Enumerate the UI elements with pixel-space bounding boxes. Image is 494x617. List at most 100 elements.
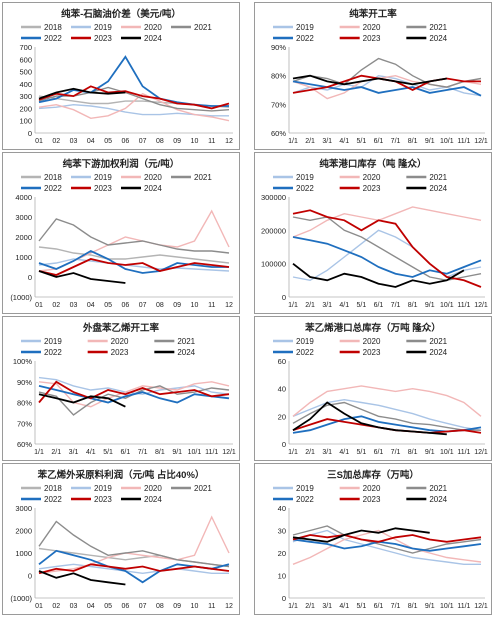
series-line-2021	[292, 401, 481, 431]
legend-label: 2023	[363, 34, 381, 43]
series-line-2023	[292, 534, 482, 543]
x-tick-label: 4/1	[86, 449, 96, 456]
legend-label: 2024	[144, 34, 162, 43]
series-line-2022	[38, 385, 230, 404]
y-tick-label: 40	[278, 385, 286, 394]
x-tick-label: 02	[52, 138, 60, 145]
chart-title: 纯苯下游加权利润（元/吨）	[63, 158, 180, 170]
chart-panel-1: 纯苯-石脑油价差（美元/吨） 2018 2019 2020 2021 2022 2023 20…	[2, 2, 240, 150]
series-line-2020	[38, 92, 230, 122]
y-tick-label: 70%	[17, 419, 32, 428]
x-tick-label: 12/1	[474, 138, 488, 145]
x-tick-label: 10	[191, 603, 199, 610]
legend-label: 2020	[111, 337, 129, 346]
legend-label: 2021	[429, 337, 447, 346]
x-tick-label: 08	[156, 138, 164, 145]
series-line-2019	[292, 398, 482, 431]
legend-label: 2022	[296, 495, 314, 504]
x-tick-label: 04	[87, 138, 95, 145]
series-line-2021	[292, 216, 482, 282]
y-tick-label: 80%	[271, 72, 286, 81]
y-tick-label: 600	[19, 55, 32, 64]
x-tick-label: 10/1	[440, 138, 454, 145]
series-line-2022	[292, 236, 482, 278]
x-tick-label: 03	[70, 138, 78, 145]
x-tick-label: 7/1	[391, 603, 401, 610]
chart-panel-8: 三S加总库存（万吨） 2019 2020 2021 2022 2023 2024 40 30 20…	[254, 463, 492, 615]
series-line-2022	[38, 55, 229, 107]
x-tick-label: 05	[104, 302, 112, 309]
x-tick-label: 10	[191, 302, 199, 309]
x-tick-label: 9/1	[425, 603, 435, 610]
y-tick-label: 0	[282, 440, 286, 449]
series-line-2020	[292, 529, 482, 565]
legend-label: 2023	[94, 184, 112, 193]
legend-label: 2020	[144, 484, 162, 493]
series-line-2018	[38, 246, 230, 264]
chart-title: 苯乙烯港口总库存（万吨 隆众）	[304, 322, 441, 334]
y-tick-label: 60%	[271, 129, 286, 138]
x-tick-label: 11	[208, 302, 215, 309]
series-line-2024	[292, 74, 447, 86]
y-tick-label: 300	[19, 92, 32, 101]
legend-label: 2019	[94, 23, 112, 32]
x-tick-label: 7/1	[391, 138, 401, 145]
series-line-2024	[38, 393, 126, 408]
x-tick-label: 9/1	[425, 449, 435, 456]
x-tick-label: 06	[121, 302, 129, 309]
y-tick-label: 80%	[17, 399, 32, 408]
chart-title: 苯乙烯外采原料利润（元/吨 占比40%）	[37, 469, 205, 481]
x-tick-label: 6/1	[374, 138, 384, 145]
y-tick-label: 700	[19, 43, 32, 52]
x-tick-label: 1/1	[288, 138, 298, 145]
x-tick-label: 09	[173, 603, 181, 610]
legend-label: 2023	[363, 184, 381, 193]
legend-label: 2021	[194, 484, 212, 493]
series-line-2024	[38, 87, 126, 100]
y-tick-label: 400	[19, 80, 32, 89]
legend-label: 2023	[94, 34, 112, 43]
x-tick-label: 12	[225, 138, 233, 145]
x-tick-label: 8/1	[408, 138, 418, 145]
x-tick-label: 08	[156, 603, 164, 610]
x-tick-label: 12/1	[474, 603, 488, 610]
y-tick-label: 200	[19, 104, 32, 113]
y-tick-label: 100%	[13, 357, 33, 366]
series-line-2019	[292, 229, 482, 282]
series-line-2023	[38, 380, 230, 404]
x-tick-label: 11/1	[205, 449, 218, 456]
x-tick-label: 2/1	[305, 138, 315, 145]
chart-svg: 苯乙烯外采原料利润（元/吨 占比40%） 2018 2019 2020 2021 2022…	[10, 469, 233, 610]
x-tick-label: 11/1	[457, 449, 470, 456]
x-tick-label: 7/1	[138, 449, 148, 456]
x-tick-label: 9/1	[425, 302, 435, 309]
x-tick-label: 02	[52, 302, 60, 309]
legend-label: 2022	[44, 184, 62, 193]
legend-label: 2019	[296, 484, 314, 493]
legend-label: 2024	[429, 184, 447, 193]
series-line-2020	[38, 209, 230, 272]
chart-svg: 纯苯下游加权利润（元/吨）2018 2019 2020 2021 2022 2023 202…	[10, 158, 233, 309]
x-tick-label: 12/1	[222, 449, 236, 456]
legend-label: 2021	[194, 173, 212, 182]
x-tick-label: 06	[121, 138, 129, 145]
series-line-2019	[38, 258, 230, 272]
series-line-2024	[292, 527, 430, 543]
y-tick-label: 0	[28, 129, 32, 138]
y-tick-label: 1000	[15, 549, 32, 558]
legend-label: 2019	[296, 337, 314, 346]
x-tick-label: 8/1	[408, 603, 418, 610]
series-line-2024	[292, 401, 447, 436]
x-tick-label: 04	[87, 603, 95, 610]
legend-label: 2024	[177, 348, 195, 357]
y-tick-label: 100000	[261, 260, 286, 269]
series-line-2023	[292, 74, 481, 94]
legend-label: 2023	[111, 348, 129, 357]
x-tick-label: 3/1	[322, 449, 332, 456]
x-tick-label: 5/1	[356, 302, 366, 309]
series-line-2024	[292, 262, 465, 288]
x-tick-label: 01	[35, 603, 43, 610]
chart-panel-4: 苯乙烯外采原料利润（元/吨 占比40%） 2018 2019 2020 2021 2022…	[2, 463, 240, 615]
y-tick-label: 90%	[17, 378, 32, 387]
legend-label: 2019	[94, 173, 112, 182]
